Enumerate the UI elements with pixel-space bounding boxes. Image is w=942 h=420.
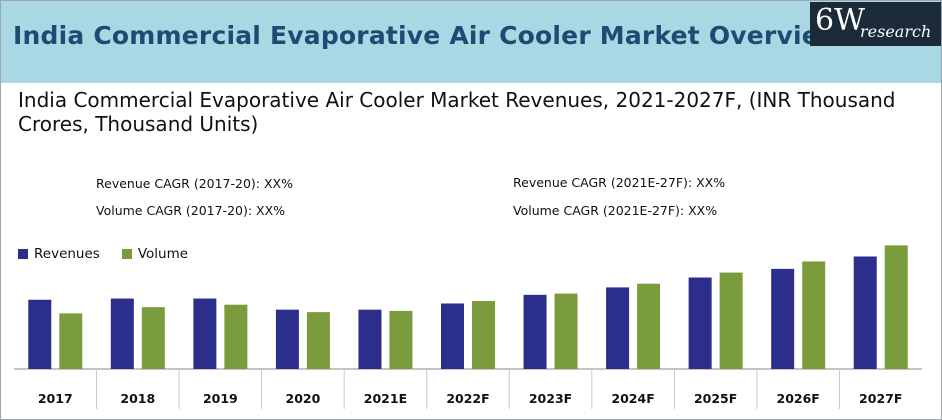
x-tick-label: 2021E: [364, 391, 407, 406]
revenue-cagr-historical: Revenue CAGR (2017-20): XX%: [96, 176, 293, 191]
x-tick-label: 2018: [120, 391, 155, 406]
bar-volume-2018: [141, 307, 165, 369]
bar-volume-2027F: [884, 245, 908, 369]
volume-cagr-historical: Volume CAGR (2017-20): XX%: [96, 203, 286, 218]
legend-label-volume: Volume: [137, 246, 189, 262]
x-tick-label: 2026F: [777, 391, 820, 406]
x-tick-label: 2017: [38, 391, 73, 406]
bar-revenues-2023F: [523, 294, 547, 369]
legend-swatch-volume: [121, 249, 132, 259]
brand-logo: 6W research: [810, 2, 941, 46]
legend-item-volume: Volume: [121, 246, 189, 262]
x-tick-label: 2019: [203, 391, 238, 406]
bar-volume-2020: [306, 312, 330, 369]
bar-volume-2025F: [719, 272, 743, 369]
bar-revenues-2017: [28, 299, 52, 369]
legend-item-revenues: Revenues: [18, 246, 100, 262]
bar-volume-2026F: [802, 261, 826, 369]
bar-volume-2019: [224, 304, 248, 369]
bar-revenues-2019: [193, 298, 217, 369]
bar-revenues-2020: [275, 309, 299, 369]
x-tick-label: 2022F: [446, 391, 489, 406]
bar-revenues-2025F: [688, 277, 712, 369]
bar-revenues-2021E: [358, 309, 382, 369]
logo-sub-text: research: [860, 22, 932, 41]
chart-legend: Revenues Volume: [18, 246, 210, 262]
bar-volume-2022F: [472, 301, 495, 369]
logo-main-text: 6W: [815, 3, 865, 38]
bar-volume-2024F: [637, 283, 661, 369]
bar-volume-2021E: [389, 310, 413, 369]
chart-title: India Commercial Evaporative Air Cooler …: [18, 88, 896, 136]
bar-revenues-2018: [110, 298, 134, 369]
revenue-cagr-forecast: Revenue CAGR (2021E-27F): XX%: [513, 175, 726, 190]
bar-volume-2023F: [554, 293, 578, 369]
volume-cagr-forecast: Volume CAGR (2021E-27F): XX%: [513, 203, 718, 218]
bar-revenues-2026F: [771, 268, 795, 369]
bar-revenues-2022F: [441, 303, 464, 369]
legend-label-revenues: Revenues: [34, 246, 100, 262]
legend-swatch-revenues: [18, 249, 28, 259]
bar-volume-2017: [59, 313, 83, 369]
x-tick-label: 2023F: [529, 391, 572, 406]
x-tick-label: 2027F: [859, 391, 902, 406]
bar-revenues-2024F: [606, 287, 630, 369]
x-tick-label: 2024F: [611, 391, 654, 406]
page-title: India Commercial Evaporative Air Cooler …: [13, 21, 843, 50]
x-tick-label: 2025F: [694, 391, 737, 406]
x-tick-label: 2020: [286, 391, 321, 406]
bar-revenues-2027F: [853, 256, 877, 369]
title-banner: India Commercial Evaporative Air Cooler …: [1, 1, 941, 83]
